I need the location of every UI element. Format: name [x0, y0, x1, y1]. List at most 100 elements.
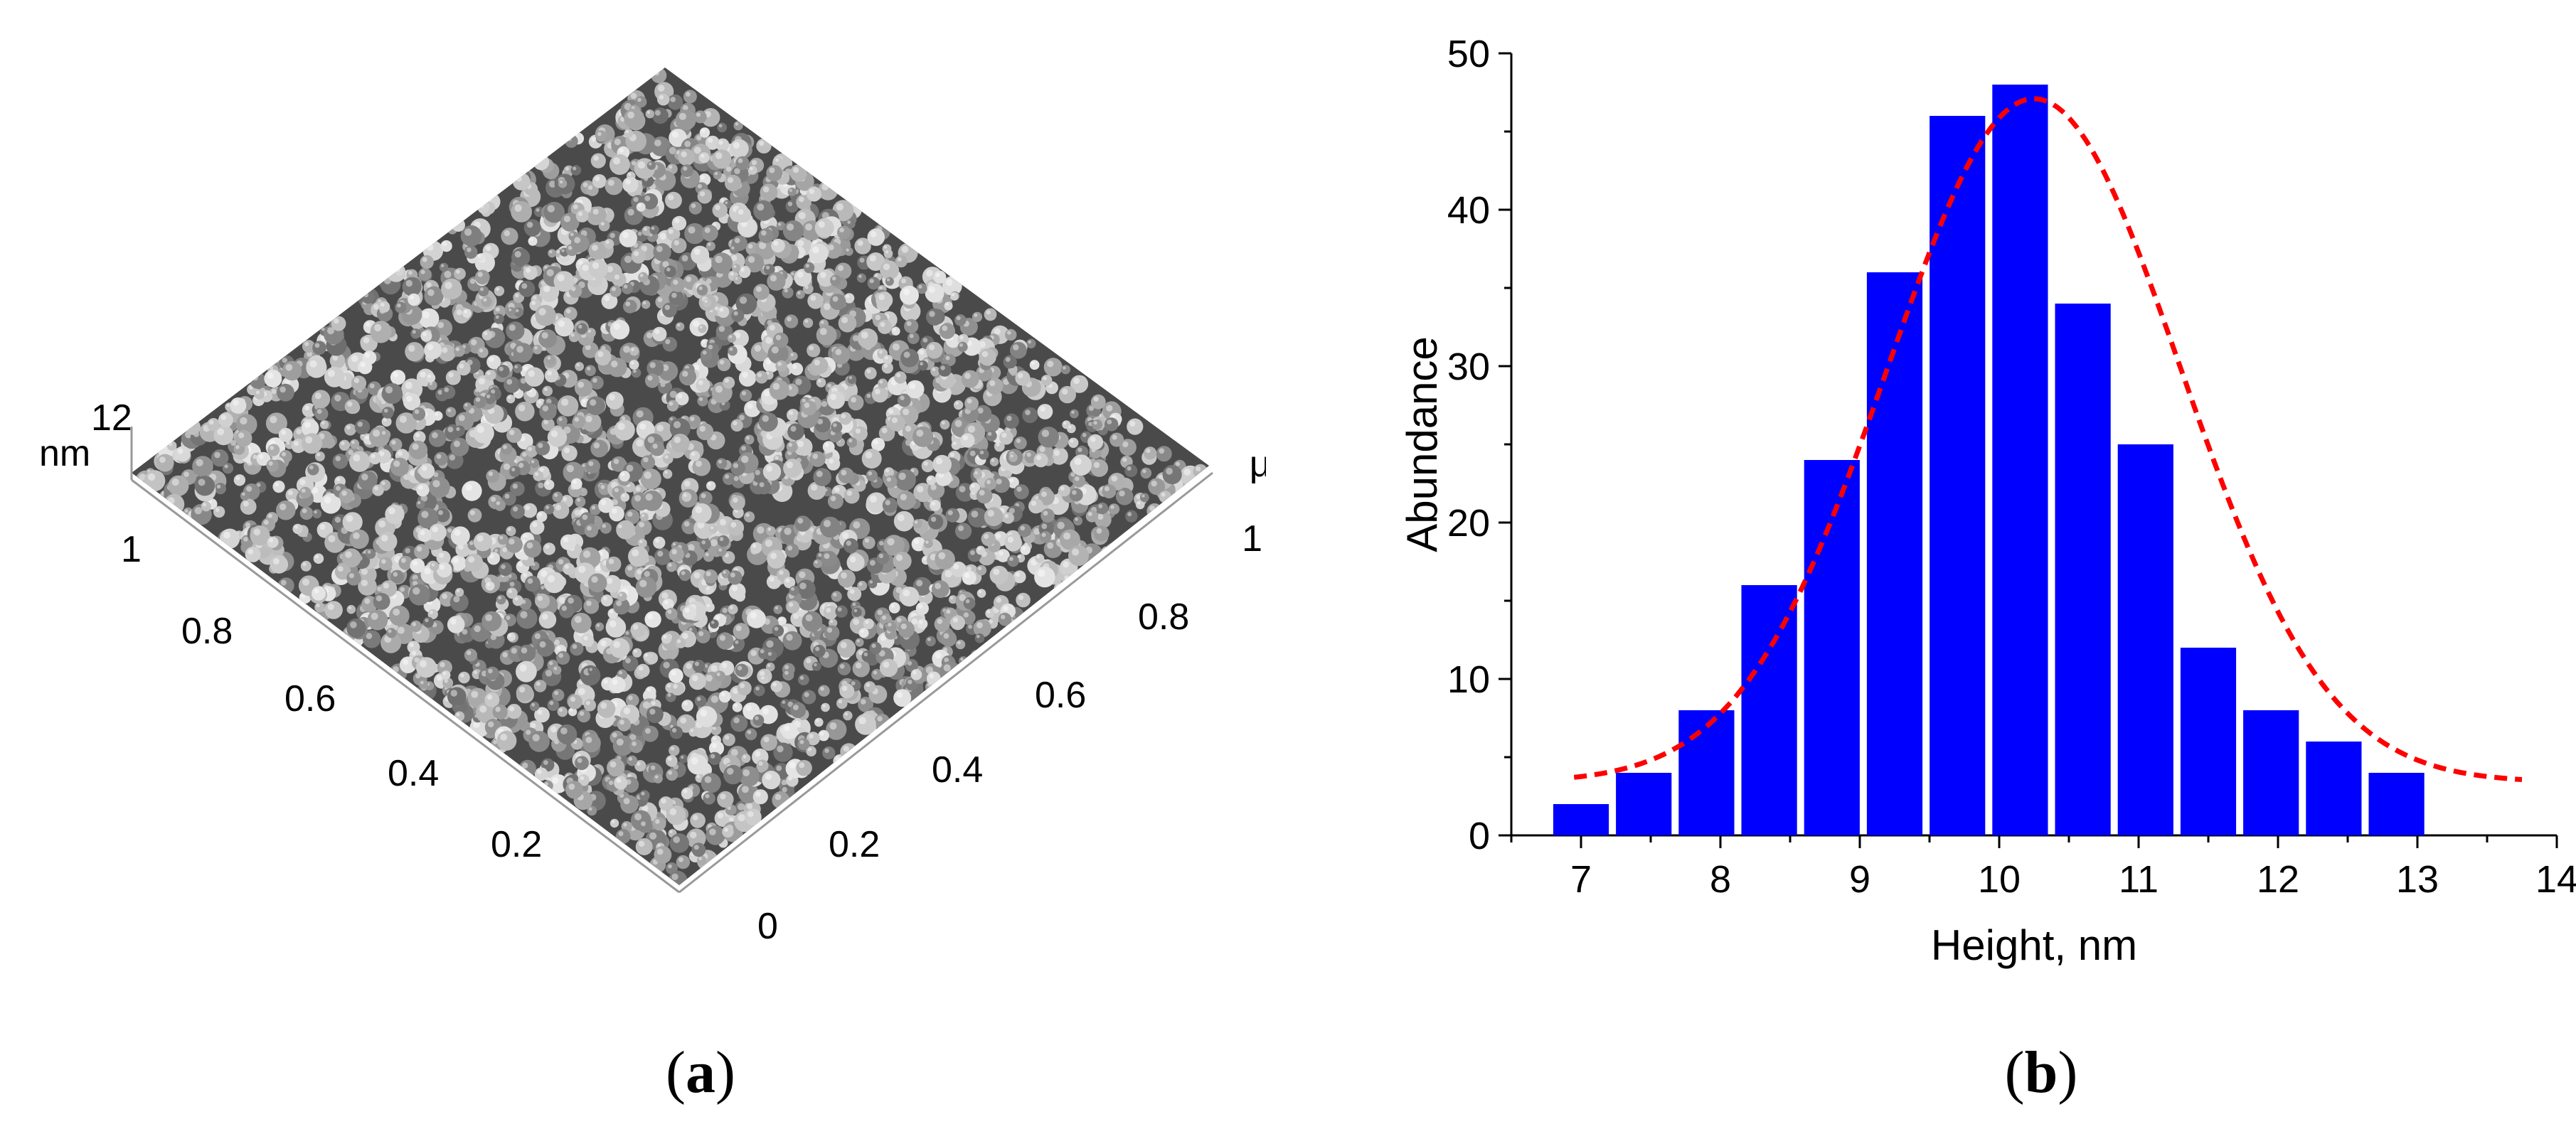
afm-grain-highlight [1072, 490, 1077, 495]
afm-grain-highlight [509, 308, 512, 311]
afm-grain-highlight [410, 295, 415, 300]
afm-grain-highlight [458, 544, 464, 550]
afm-grain [728, 252, 745, 269]
afm-grain-highlight [272, 557, 280, 564]
afm-grain-highlight [503, 463, 511, 471]
afm-grain-highlight [784, 670, 789, 675]
afm-grain [935, 549, 955, 569]
afm-grain-highlight [706, 571, 711, 577]
afm-grain [629, 346, 639, 356]
afm-grain [367, 609, 388, 631]
afm-grain-highlight [684, 608, 690, 613]
afm-grain [998, 612, 1012, 626]
afm-grain [639, 513, 649, 522]
afm-grain-highlight [815, 646, 820, 651]
afm-grain-highlight [637, 161, 646, 169]
afm-grain [731, 309, 745, 322]
afm-grain-highlight [573, 166, 577, 171]
afm-grain [838, 314, 857, 333]
afm-grain [753, 200, 774, 221]
afm-grain-highlight [622, 494, 625, 498]
afm-grain-highlight [281, 429, 287, 435]
afm-grain-highlight [484, 331, 488, 336]
afm-grain-highlight [866, 393, 871, 398]
afm-grain [757, 480, 772, 495]
afm-grain-highlight [388, 507, 395, 515]
afm-grain-highlight [710, 539, 718, 547]
afm-grain-highlight [628, 173, 632, 176]
afm-grain-highlight [734, 237, 740, 244]
afm-grain [675, 109, 696, 131]
afm-grain-highlight [592, 378, 597, 383]
afm-grain-highlight [558, 596, 565, 604]
afm-grain-highlight [892, 343, 900, 351]
afm-grain-highlight [869, 495, 877, 503]
afm-grain [666, 755, 678, 767]
afm-grain-highlight [841, 316, 848, 323]
afm-grain [878, 319, 892, 334]
afm-grain-highlight [795, 378, 802, 385]
afm-grain-highlight [691, 452, 696, 456]
afm-grain [666, 769, 678, 781]
afm-grain [207, 418, 220, 432]
afm-grain-highlight [731, 255, 738, 262]
afm-grain-highlight [515, 293, 519, 298]
afm-grain-highlight [1166, 468, 1173, 475]
afm-grain-highlight [226, 403, 230, 407]
afm-grain-highlight [823, 520, 831, 528]
afm-grain [813, 645, 826, 658]
afm-grain-highlight [893, 328, 896, 331]
afm-grain [880, 260, 900, 280]
afm-grain [1073, 474, 1086, 488]
afm-grain [930, 500, 941, 511]
afm-grain-highlight [922, 338, 928, 343]
afm-grain [989, 457, 999, 466]
afm-grain-highlight [766, 465, 773, 472]
afm-grain-highlight [979, 450, 984, 455]
afm-grain-highlight [699, 326, 703, 329]
afm-grain [282, 360, 302, 381]
afm-grain-highlight [673, 836, 680, 843]
afm-grain-highlight [383, 582, 390, 589]
afm-grain [427, 380, 437, 390]
afm-grain [1039, 531, 1052, 543]
afm-grain [570, 478, 582, 490]
afm-grain-highlight [214, 451, 220, 459]
afm-grain-highlight [639, 423, 646, 430]
afm-grain-highlight [725, 166, 732, 172]
afm-grain-highlight [427, 343, 434, 351]
afm-grain-highlight [600, 500, 607, 505]
afm-grain [552, 689, 565, 702]
afm-grain [848, 395, 864, 411]
afm-grain [888, 602, 900, 614]
afm-grain [915, 601, 929, 615]
afm-grain-highlight [159, 456, 166, 464]
afm-grain [731, 329, 749, 348]
afm-grain [752, 715, 765, 726]
afm-grain-highlight [526, 729, 531, 735]
afm-grain-highlight [1003, 605, 1008, 611]
afm-grain-highlight [1047, 542, 1054, 550]
afm-grain [506, 536, 523, 553]
afm-grain [738, 369, 757, 387]
afm-grain [706, 481, 716, 491]
afm-grain-highlight [448, 372, 454, 378]
afm-grain [926, 308, 944, 326]
afm-grain-highlight [374, 323, 382, 332]
afm-grain-highlight [610, 609, 614, 614]
afm-grain-highlight [935, 272, 940, 277]
afm-grain-highlight [629, 734, 637, 741]
afm-grain-highlight [710, 526, 714, 530]
afm-grain-highlight [614, 274, 620, 280]
afm-grain-highlight [729, 817, 734, 823]
afm-grain [478, 286, 489, 297]
afm-grain [441, 670, 451, 680]
afm-grain [802, 611, 823, 632]
afm-grain [895, 469, 916, 491]
afm-grain [543, 542, 555, 555]
afm-grain [855, 638, 864, 647]
afm-grain [497, 534, 509, 545]
afm-grain-highlight [531, 702, 535, 707]
afm-grain [837, 569, 856, 588]
afm-grain [501, 228, 518, 245]
